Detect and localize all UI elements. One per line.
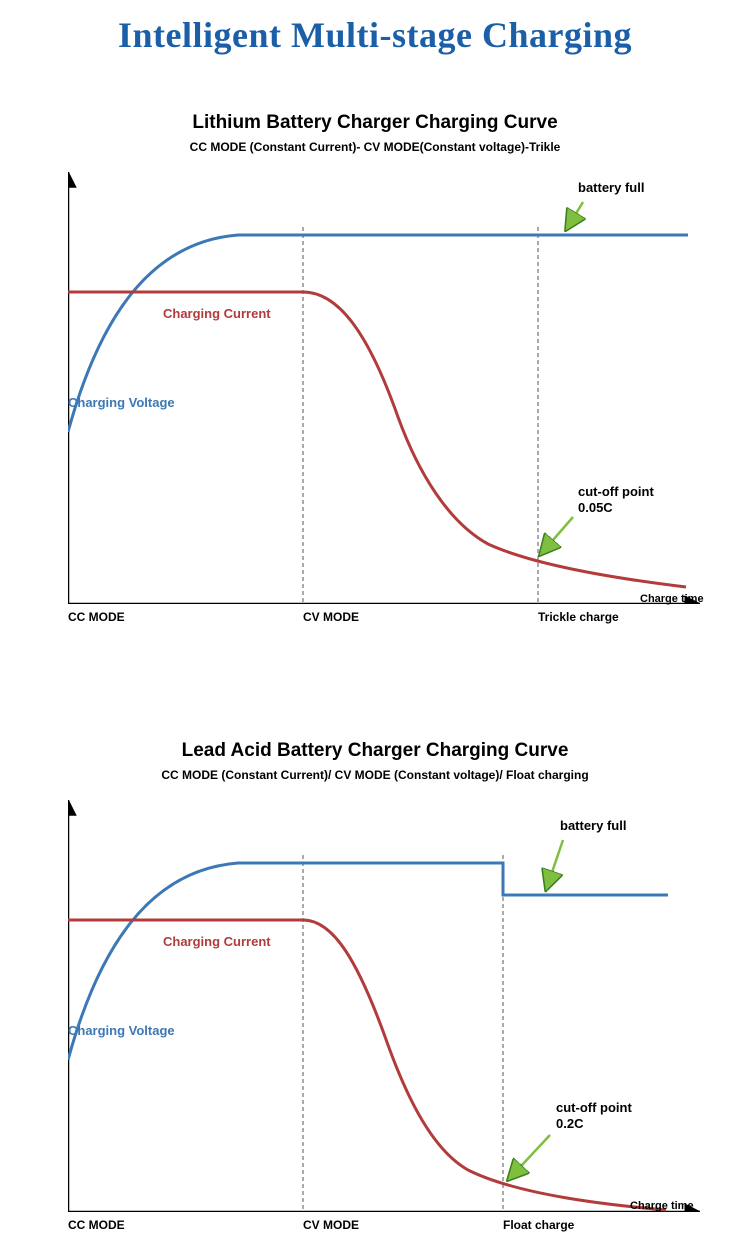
- chart2-battery-full-label: battery full: [560, 818, 626, 833]
- chart2-cutoff-arrow: [508, 1135, 550, 1180]
- chart1-title: Lithium Battery Charger Charging Curve: [0, 112, 750, 134]
- chart2-xlabel-cc: CC MODE: [68, 1218, 125, 1232]
- chart1-xlabel-trickle: Trickle charge: [538, 610, 619, 624]
- chart1-cutoff-label: cut-off point 0.05C: [578, 484, 654, 517]
- chart2-xlabel-float: Float charge: [503, 1218, 574, 1232]
- chart2-subtitle: CC MODE (Constant Current)/ CV MODE (Con…: [0, 768, 750, 782]
- chart1-current-label: Charging Current: [163, 306, 271, 321]
- chart1-cutoff-arrow: [540, 517, 573, 555]
- chart2-xaxis-title: Charge time: [630, 1200, 694, 1212]
- page-root: Intelligent Multi-stage Charging Lithium…: [0, 0, 750, 1248]
- chart1-xaxis-title: Charge time: [640, 593, 704, 605]
- chart1-xlabel-cc: CC MODE: [68, 610, 125, 624]
- chart1-plot: [68, 172, 700, 604]
- chart2-current-curve: [68, 920, 666, 1210]
- chart2-xlabel-cv: CV MODE: [303, 1218, 359, 1232]
- chart2-battery-full-arrow: [546, 840, 563, 890]
- chart2-current-label: Charging Current: [163, 934, 271, 949]
- chart1-xlabel-cv: CV MODE: [303, 610, 359, 624]
- chart1-battery-full-arrow: [566, 202, 583, 230]
- chart1-voltage-label: Charging Voltage: [68, 395, 175, 410]
- chart1-current-curve: [68, 292, 686, 587]
- chart2-plot: [68, 800, 700, 1212]
- chart2-cutoff-label: cut-off point 0.2C: [556, 1100, 632, 1133]
- main-title: Intelligent Multi-stage Charging: [0, 14, 750, 56]
- chart1-subtitle: CC MODE (Constant Current)- CV MODE(Cons…: [0, 140, 750, 154]
- chart2-voltage-label: Charging Voltage: [68, 1023, 175, 1038]
- chart2-title: Lead Acid Battery Charger Charging Curve: [0, 740, 750, 762]
- chart1-battery-full-label: battery full: [578, 180, 644, 195]
